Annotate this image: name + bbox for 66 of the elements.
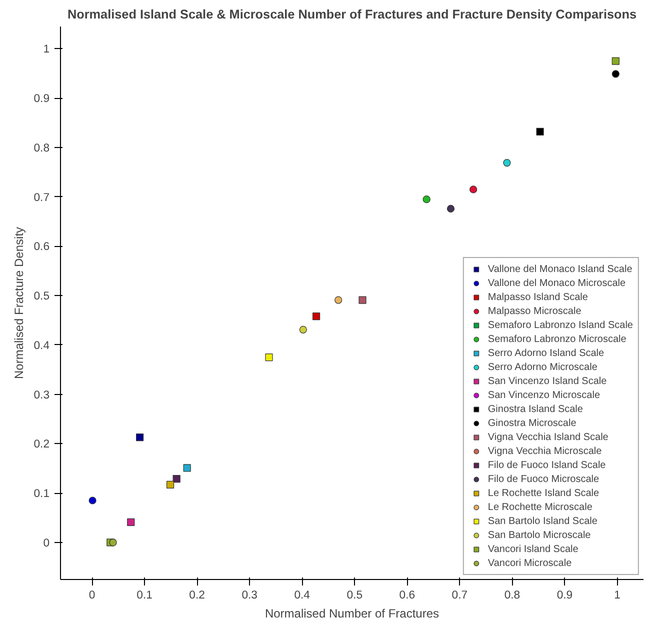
y-tick-label: 0.6 xyxy=(34,241,50,254)
legend-label: Vallone del Monaco Microscale xyxy=(488,277,626,289)
legend-label: Semaforo Labronzo Microscale xyxy=(488,333,626,345)
legend-label: Semaforo Labronzo Island Scale xyxy=(488,319,633,331)
x-tick-label: 0.9 xyxy=(556,590,573,602)
point xyxy=(536,128,544,136)
point xyxy=(127,518,135,526)
x-tick-label: 0.4 xyxy=(294,590,310,602)
x-tick-label: 0 xyxy=(88,590,96,602)
x-tick-label: 0.2 xyxy=(189,590,205,602)
y-tick-label: 0.7 xyxy=(34,192,50,204)
y-tick-label: 0.1 xyxy=(34,488,50,500)
legend-label: Serro Adorno Island Scale xyxy=(488,347,604,359)
legend-label: Vigna Vecchia Microscale xyxy=(488,445,602,457)
x-tick-label: 0.6 xyxy=(399,590,416,602)
legend-label: Vancori Microscale xyxy=(488,557,572,569)
point xyxy=(88,496,96,504)
legend-label: Serro Adorno Microscale xyxy=(488,361,598,373)
point xyxy=(166,480,174,488)
legend-label: Ginostra Island Scale xyxy=(488,403,583,415)
legend-label: San Bartolo Microscale xyxy=(488,529,591,541)
y-tick-label: 0.9 xyxy=(34,93,50,106)
point xyxy=(422,196,430,204)
legend-label: Malpasso Island Scale xyxy=(488,291,588,303)
legend-label: Filo de Fuoco Island Scale xyxy=(488,459,606,471)
x-tick-label: 0.3 xyxy=(242,590,258,602)
point xyxy=(612,57,620,65)
x-tick-label: 1 xyxy=(614,590,620,602)
y-tick-label: 0.4 xyxy=(34,340,50,352)
legend-label: San Vincenzo Island Scale xyxy=(488,375,607,387)
point xyxy=(334,296,342,304)
legend-label: San Bartolo Island Scale xyxy=(488,515,598,527)
y-tick-label: 1 xyxy=(43,44,50,56)
x-tick-label: 0.7 xyxy=(452,590,468,602)
x-tick-label: 0.5 xyxy=(346,590,362,602)
point xyxy=(612,70,620,78)
point xyxy=(503,158,511,167)
y-axis-title: Normalised Fracture Density xyxy=(12,226,26,380)
chart-title: Normalised Island Scale & Microscale Number of Fractures and Fracture Density Comparisons xyxy=(67,8,637,22)
y-tick-label: 0.2 xyxy=(34,438,50,451)
y-tick-label: 0 xyxy=(43,537,50,550)
point xyxy=(183,464,191,472)
point xyxy=(312,312,320,320)
point xyxy=(109,538,117,546)
legend-label: Vancori Island Scale xyxy=(488,543,578,555)
y-tick-label: 0.5 xyxy=(34,290,50,303)
legend-label: San Vincenzo Microscale xyxy=(488,389,600,401)
y-tick-label: 0.8 xyxy=(34,142,50,154)
point xyxy=(470,186,478,194)
legend-label: Le Rochette Microscale xyxy=(488,501,592,513)
legend-label: Malpasso Microscale xyxy=(488,305,582,317)
point xyxy=(358,296,366,304)
x-axis-title: Normalised Number of Fractures xyxy=(264,606,440,620)
point xyxy=(265,354,273,362)
point xyxy=(136,434,144,442)
x-tick-label: 0.1 xyxy=(136,590,152,602)
x-tick-label: 0.8 xyxy=(504,590,520,602)
point xyxy=(446,204,455,212)
legend-label: Filo de Fuoco Microscale xyxy=(488,473,600,485)
legend-label: Le Rochette Island Scale xyxy=(488,487,600,499)
legend-label: Ginostra Microscale xyxy=(488,417,576,429)
point xyxy=(172,474,180,483)
point xyxy=(299,326,307,334)
y-tick-label: 0.3 xyxy=(34,389,50,402)
legend-label: Vallone del Monaco Island Scale xyxy=(488,263,632,275)
legend-label: Vigna Vecchia Island Scale xyxy=(488,431,608,443)
